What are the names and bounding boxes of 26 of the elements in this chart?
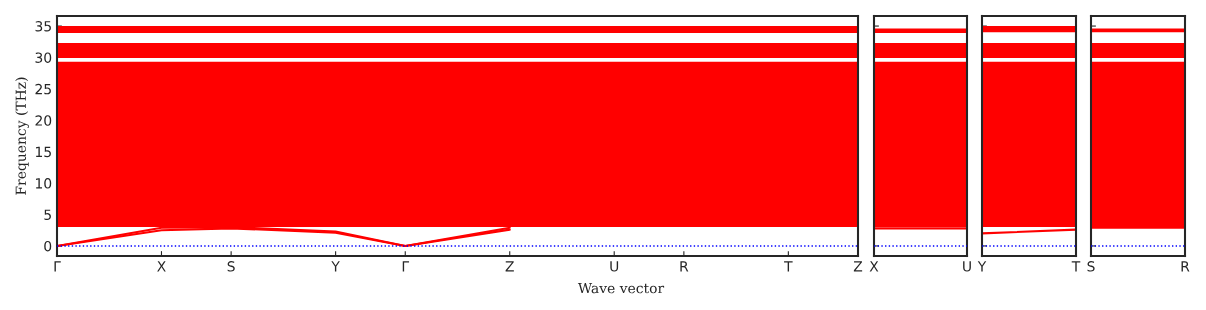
x-tick-label: T: [1071, 261, 1081, 272]
y-tick-label: 25: [35, 83, 51, 95]
x-tick-label: U: [610, 261, 619, 272]
x-tick-label: Z: [505, 261, 514, 272]
y-tick-label: 20: [35, 115, 52, 126]
y-tick-label: 15: [35, 146, 51, 158]
y-tick-label: 5: [44, 209, 51, 221]
x-tick-label: U: [963, 261, 971, 272]
x-tick-label: Z: [853, 261, 863, 272]
x-tick-label: Y: [331, 261, 340, 272]
x-tick-label: S: [227, 261, 235, 272]
x-tick-label: Y: [977, 261, 987, 272]
y-tick-label: 30: [35, 52, 52, 63]
x-tick-label: Γ: [54, 261, 61, 272]
x-axis-title: Wave vector: [577, 282, 665, 294]
y-tick-label: 10: [35, 178, 52, 189]
x-tick-label: R: [1181, 261, 1190, 272]
y-tick-label: 0: [44, 240, 52, 252]
x-tick-label: S: [1087, 261, 1095, 272]
x-tick-label: X: [869, 261, 879, 272]
y-axis-title: Frequency (THz): [15, 77, 29, 195]
y-tick-label: 35: [35, 21, 51, 32]
x-tick-label: Γ: [402, 261, 410, 272]
x-tick-label: X: [157, 261, 166, 272]
x-tick-label: R: [680, 261, 689, 272]
x-tick-label: T: [784, 261, 793, 272]
